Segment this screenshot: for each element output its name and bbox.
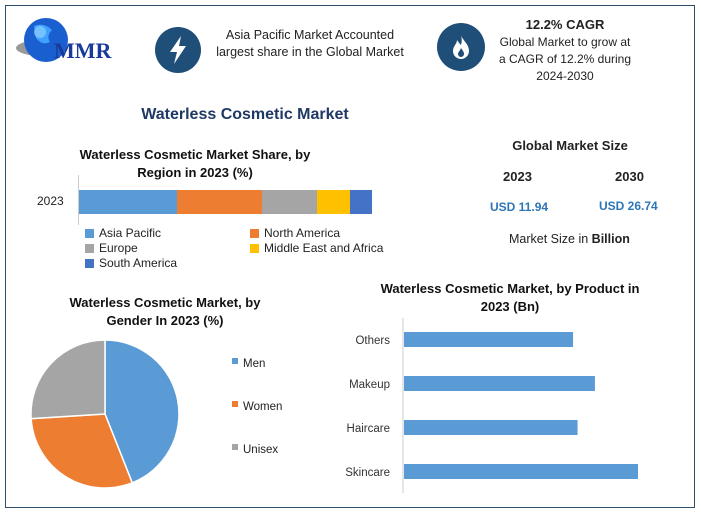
legend-swatch: [232, 444, 238, 450]
infographic-frame: [5, 5, 695, 508]
product-label: Haircare: [347, 423, 390, 435]
legend-item: North America: [250, 226, 420, 240]
value-2030: USD 26.74: [599, 199, 658, 213]
region-segment-2: [261, 190, 317, 214]
region-chart-title: Waterless Cosmetic Market Share, by Regi…: [79, 147, 311, 180]
region-category-label: 2023: [37, 194, 64, 208]
legend-label: Women: [243, 401, 283, 413]
note-unit: Billion: [591, 232, 630, 246]
region-legend: Asia Pacific North America Europe Middle Ea…: [85, 226, 405, 270]
legend-item: Men: [232, 358, 282, 401]
legend-label: Asia Pacific: [99, 226, 162, 240]
legend-swatch: [85, 258, 94, 268]
logo-text: MMR: [54, 38, 112, 63]
globe-icon: [16, 18, 68, 62]
region-segment-3: [316, 190, 350, 214]
pie-slice-unisex: [30, 339, 106, 420]
gender-legend: Men Women Unisex: [232, 358, 282, 487]
legend-item: Unisex: [232, 444, 282, 487]
product-label: Skincare: [345, 467, 390, 479]
legend-swatch: [85, 228, 94, 238]
legend-label: Unisex: [243, 444, 279, 456]
pie-slice-men: [104, 339, 180, 484]
value-2023: USD 11.94: [490, 200, 549, 214]
region-stacked-bar: [79, 190, 372, 214]
legend-swatch: [232, 401, 238, 407]
product-bar-chart: Others Makeup Haircare Skincare: [345, 318, 638, 493]
product-bar-haircare: [404, 420, 578, 435]
product-label: Others: [355, 335, 390, 347]
legend-item: Asia Pacific: [85, 226, 250, 240]
legend-item: South America: [85, 256, 250, 270]
pie-slice-women: [30, 413, 134, 489]
lightning-icon: [155, 27, 201, 73]
market-size-title: Global Market Size: [512, 138, 628, 153]
cagr-text: Global Market to grow at a CAGR of 12.2%…: [498, 35, 632, 83]
product-bar-makeup: [404, 376, 595, 391]
year-2030: 2030: [615, 169, 644, 184]
legend-label: North America: [264, 226, 341, 240]
legend-label: South America: [99, 256, 178, 270]
market-size-note: Market Size in Billion: [509, 232, 630, 246]
legend-item: Middle East and Africa: [250, 241, 420, 255]
note-prefix: Market Size in: [509, 232, 592, 246]
region-segment-1: [176, 190, 262, 214]
cagr-title: 12.2% CAGR: [525, 17, 605, 32]
product-bar-skincare: [404, 464, 638, 479]
legend-swatch: [232, 358, 238, 364]
legend-item: Europe: [85, 241, 250, 255]
gender-chart-title: Waterless Cosmetic Market, by Gender In …: [69, 295, 261, 328]
gender-pie: [30, 339, 180, 489]
product-label: Makeup: [349, 379, 390, 391]
legend-swatch: [85, 243, 94, 253]
legend-label: Middle East and Africa: [264, 241, 384, 255]
legend-label: Europe: [99, 241, 138, 255]
highlight-text-1: Asia Pacific Market Accounted largest sh…: [216, 28, 404, 59]
legend-label: Men: [243, 358, 266, 370]
flame-icon: [437, 23, 485, 71]
product-bar-others: [404, 332, 574, 347]
logo: MMR: [14, 12, 111, 72]
legend-swatch: [250, 243, 259, 253]
region-segment-0: [79, 190, 177, 214]
main-title: Waterless Cosmetic Market: [141, 106, 349, 123]
year-2023: 2023: [503, 169, 532, 184]
region-axis: [78, 175, 79, 225]
region-segment-4: [350, 190, 372, 214]
legend-item: Women: [232, 401, 282, 444]
product-chart-title: Waterless Cosmetic Market, by Product in…: [380, 281, 640, 314]
legend-swatch: [250, 228, 259, 238]
